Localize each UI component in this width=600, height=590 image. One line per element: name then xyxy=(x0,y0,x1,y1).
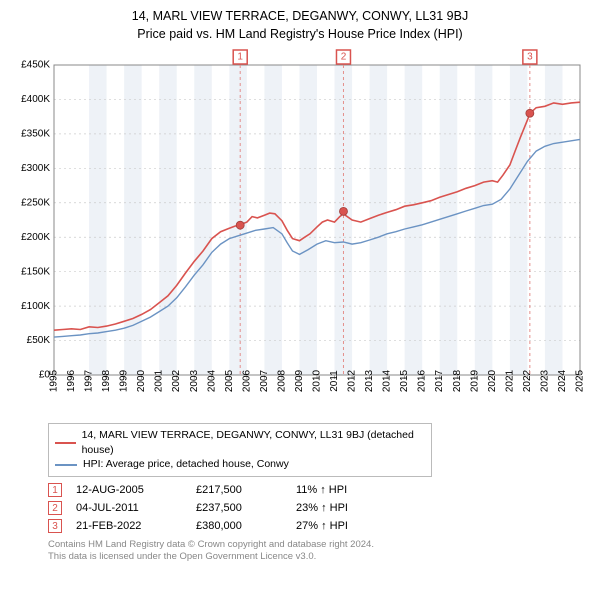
svg-text:£350K: £350K xyxy=(21,129,50,140)
svg-text:2023: 2023 xyxy=(539,369,550,392)
svg-text:2011: 2011 xyxy=(329,370,340,392)
svg-text:2004: 2004 xyxy=(206,369,217,392)
svg-text:£250K: £250K xyxy=(21,197,50,208)
title-block: 14, MARL VIEW TERRACE, DEGANWY, CONWY, L… xyxy=(10,8,590,43)
svg-text:1996: 1996 xyxy=(66,369,77,392)
svg-text:£50K: £50K xyxy=(27,335,51,346)
title-subtitle: Price paid vs. HM Land Registry's House … xyxy=(10,26,590,44)
svg-text:1995: 1995 xyxy=(49,369,60,392)
footer-line: This data is licensed under the Open Gov… xyxy=(48,551,590,563)
svg-text:2017: 2017 xyxy=(434,369,445,392)
svg-text:2005: 2005 xyxy=(224,369,235,392)
legend-swatch xyxy=(55,442,76,444)
svg-text:2012: 2012 xyxy=(347,369,358,392)
sale-date: 12-AUG-2005 xyxy=(76,484,196,496)
sale-delta: 23% ↑ HPI xyxy=(296,502,396,514)
svg-text:£450K: £450K xyxy=(21,60,50,71)
sale-marker-badge: 1 xyxy=(48,483,62,497)
svg-text:£100K: £100K xyxy=(21,301,50,312)
sales-table: 1 12-AUG-2005 £217,500 11% ↑ HPI 2 04-JU… xyxy=(48,483,590,533)
legend-swatch xyxy=(55,464,77,466)
svg-text:3: 3 xyxy=(527,52,533,63)
footer: Contains HM Land Registry data © Crown c… xyxy=(48,539,590,564)
svg-text:2025: 2025 xyxy=(575,369,586,392)
svg-text:£300K: £300K xyxy=(21,163,50,174)
svg-text:2019: 2019 xyxy=(469,369,480,392)
svg-text:2009: 2009 xyxy=(294,369,305,392)
svg-text:1999: 1999 xyxy=(119,369,130,392)
svg-text:2018: 2018 xyxy=(452,369,463,392)
svg-text:2020: 2020 xyxy=(487,369,498,392)
svg-text:£150K: £150K xyxy=(21,266,50,277)
svg-text:2002: 2002 xyxy=(171,369,182,392)
svg-text:2006: 2006 xyxy=(241,369,252,392)
svg-text:1997: 1997 xyxy=(84,369,95,392)
chart-svg: £0£50K£100K£150K£200K£250K£300K£350K£400… xyxy=(10,47,590,417)
svg-text:2000: 2000 xyxy=(136,369,147,392)
svg-text:2007: 2007 xyxy=(259,369,270,392)
sale-date: 21-FEB-2022 xyxy=(76,520,196,532)
svg-text:2010: 2010 xyxy=(312,369,323,392)
svg-text:2024: 2024 xyxy=(557,369,568,392)
svg-text:1998: 1998 xyxy=(101,369,112,392)
legend: 14, MARL VIEW TERRACE, DEGANWY, CONWY, L… xyxy=(48,423,432,477)
svg-text:2013: 2013 xyxy=(364,369,375,392)
sale-price: £217,500 xyxy=(196,484,296,496)
footer-line: Contains HM Land Registry data © Crown c… xyxy=(48,539,590,551)
svg-text:2021: 2021 xyxy=(504,369,515,392)
svg-text:2022: 2022 xyxy=(522,369,533,392)
sale-delta: 11% ↑ HPI xyxy=(296,484,396,496)
legend-item-hpi: HPI: Average price, detached house, Conw… xyxy=(55,457,425,472)
chart: £0£50K£100K£150K£200K£250K£300K£350K£400… xyxy=(10,47,590,417)
svg-text:2014: 2014 xyxy=(382,369,393,392)
sale-marker-badge: 2 xyxy=(48,501,62,515)
svg-text:£200K: £200K xyxy=(21,232,50,243)
legend-label: HPI: Average price, detached house, Conw… xyxy=(83,457,289,472)
title-address: 14, MARL VIEW TERRACE, DEGANWY, CONWY, L… xyxy=(10,8,590,26)
sale-price: £237,500 xyxy=(196,502,296,514)
chart-container: 14, MARL VIEW TERRACE, DEGANWY, CONWY, L… xyxy=(0,0,600,570)
svg-text:2: 2 xyxy=(341,52,347,63)
svg-text:2001: 2001 xyxy=(154,369,165,392)
sale-date: 04-JUL-2011 xyxy=(76,502,196,514)
legend-item-price-paid: 14, MARL VIEW TERRACE, DEGANWY, CONWY, L… xyxy=(55,428,425,457)
sale-marker-badge: 3 xyxy=(48,519,62,533)
sale-price: £380,000 xyxy=(196,520,296,532)
sales-row: 2 04-JUL-2011 £237,500 23% ↑ HPI xyxy=(48,501,590,515)
svg-text:2015: 2015 xyxy=(399,369,410,392)
legend-label: 14, MARL VIEW TERRACE, DEGANWY, CONWY, L… xyxy=(82,428,425,457)
sales-row: 3 21-FEB-2022 £380,000 27% ↑ HPI xyxy=(48,519,590,533)
sales-row: 1 12-AUG-2005 £217,500 11% ↑ HPI xyxy=(48,483,590,497)
svg-text:2008: 2008 xyxy=(276,369,287,392)
svg-text:1: 1 xyxy=(237,52,243,63)
svg-text:2016: 2016 xyxy=(417,369,428,392)
svg-text:2003: 2003 xyxy=(189,369,200,392)
sale-delta: 27% ↑ HPI xyxy=(296,520,396,532)
svg-text:£400K: £400K xyxy=(21,94,50,105)
